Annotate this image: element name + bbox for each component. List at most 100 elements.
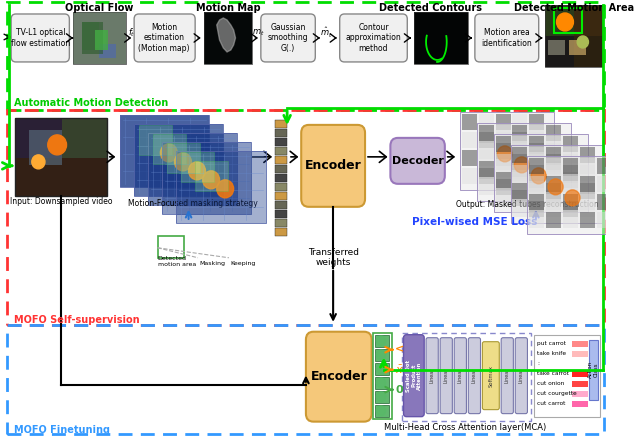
Bar: [572, 391, 588, 397]
Bar: [275, 165, 287, 173]
Polygon shape: [217, 18, 236, 52]
Bar: [580, 158, 595, 174]
Bar: [529, 143, 545, 159]
Bar: [545, 36, 574, 67]
Bar: [580, 147, 595, 163]
FancyBboxPatch shape: [483, 342, 499, 410]
Text: Linear: Linear: [472, 368, 477, 383]
Circle shape: [203, 171, 220, 189]
Bar: [563, 172, 578, 188]
Text: $\bar{x}$: $\bar{x}$: [395, 364, 404, 376]
Bar: [275, 228, 287, 236]
Text: Output: Masked tubes reconstruction: Output: Masked tubes reconstruction: [456, 200, 599, 209]
Bar: [134, 124, 223, 196]
Bar: [546, 143, 561, 159]
Bar: [376, 391, 390, 403]
Bar: [545, 5, 574, 36]
Text: Decoder: Decoder: [392, 156, 444, 166]
Bar: [460, 112, 554, 190]
Text: Contour
approximation
method: Contour approximation method: [346, 23, 401, 53]
Bar: [275, 156, 287, 164]
Bar: [563, 212, 578, 228]
Bar: [83, 22, 103, 54]
Bar: [513, 172, 527, 188]
Bar: [275, 183, 287, 191]
Bar: [513, 136, 527, 152]
Bar: [580, 183, 595, 199]
Text: $\hat{m}_t$: $\hat{m}_t$: [320, 26, 333, 40]
Bar: [529, 125, 545, 141]
Bar: [546, 190, 561, 206]
Bar: [495, 190, 511, 206]
Bar: [580, 165, 595, 181]
Bar: [513, 147, 527, 163]
Bar: [495, 154, 511, 170]
Bar: [163, 142, 252, 214]
Circle shape: [557, 13, 573, 31]
Bar: [153, 134, 186, 164]
FancyBboxPatch shape: [404, 335, 424, 417]
Bar: [513, 161, 527, 177]
Bar: [376, 377, 390, 388]
Text: Transferred
weights: Transferred weights: [308, 248, 358, 267]
Bar: [461, 150, 477, 166]
Text: $f_t$: $f_t$: [127, 27, 135, 39]
Bar: [177, 151, 266, 223]
Bar: [376, 363, 390, 375]
FancyBboxPatch shape: [475, 14, 539, 62]
Bar: [546, 183, 561, 199]
Bar: [513, 143, 527, 159]
Bar: [597, 212, 612, 228]
Circle shape: [376, 336, 386, 346]
Bar: [479, 168, 493, 184]
Bar: [275, 174, 287, 182]
Bar: [513, 114, 527, 130]
Bar: [513, 168, 527, 184]
Bar: [513, 150, 527, 166]
Bar: [148, 133, 237, 205]
Bar: [572, 351, 588, 357]
Bar: [529, 147, 545, 163]
Bar: [479, 132, 493, 148]
FancyBboxPatch shape: [11, 14, 69, 62]
Bar: [529, 154, 545, 170]
Bar: [376, 335, 390, 347]
Bar: [548, 40, 565, 55]
Bar: [495, 136, 511, 152]
Bar: [580, 176, 595, 192]
Bar: [546, 136, 561, 152]
Circle shape: [376, 378, 386, 388]
Bar: [204, 12, 252, 64]
Bar: [529, 136, 545, 152]
Bar: [477, 123, 571, 201]
Bar: [495, 132, 511, 148]
Bar: [529, 201, 545, 217]
Text: Linear: Linear: [444, 368, 449, 383]
Text: Automatic Motion Detection: Automatic Motion Detection: [14, 98, 168, 108]
Bar: [546, 158, 561, 174]
Bar: [167, 143, 200, 173]
Bar: [546, 161, 561, 177]
Bar: [513, 125, 527, 141]
Bar: [479, 143, 493, 159]
Text: Detected
motion area: Detected motion area: [157, 256, 196, 267]
Circle shape: [376, 364, 386, 374]
Bar: [148, 133, 237, 205]
FancyBboxPatch shape: [440, 338, 452, 414]
Bar: [546, 194, 561, 210]
Text: Encoder: Encoder: [305, 159, 362, 172]
Bar: [513, 165, 527, 181]
Text: Motion Map: Motion Map: [196, 3, 260, 13]
Bar: [527, 156, 621, 234]
FancyBboxPatch shape: [301, 125, 365, 207]
Bar: [275, 138, 287, 146]
Bar: [572, 371, 588, 377]
Bar: [8, 2, 604, 110]
Bar: [477, 123, 571, 201]
Bar: [73, 12, 125, 64]
Bar: [529, 176, 545, 192]
Bar: [275, 192, 287, 200]
Circle shape: [531, 168, 546, 184]
Bar: [563, 190, 578, 206]
Bar: [529, 179, 545, 195]
